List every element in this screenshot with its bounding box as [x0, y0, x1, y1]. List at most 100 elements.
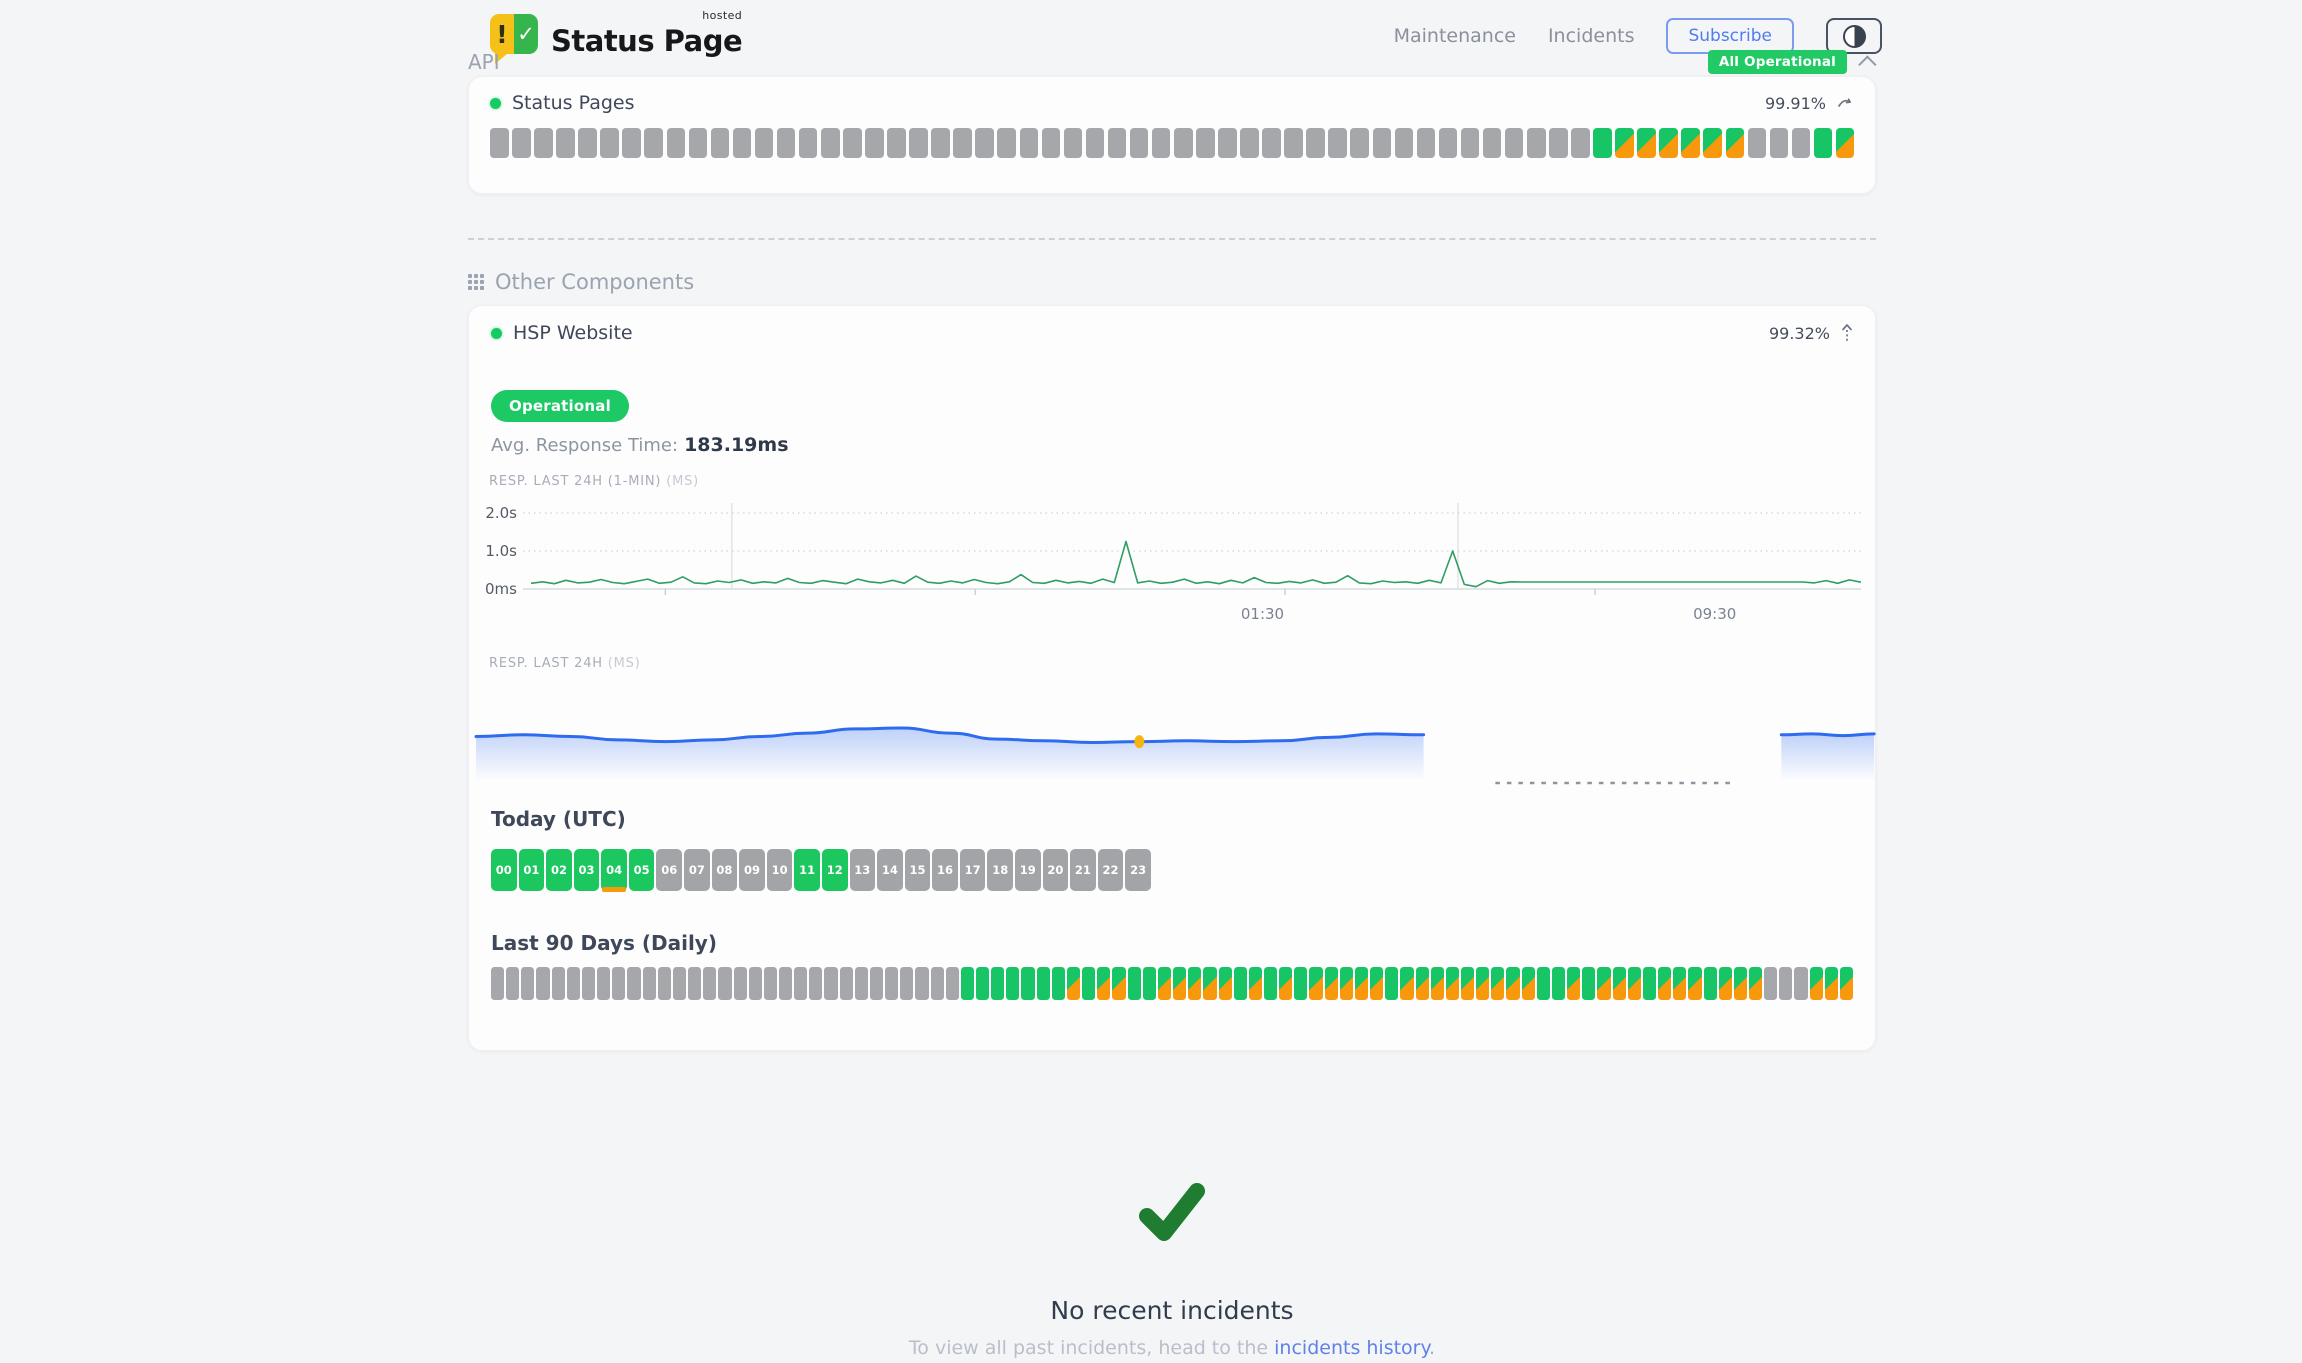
day-bar[interactable]	[1006, 967, 1020, 1000]
uptime-bar[interactable]	[1328, 128, 1347, 158]
theme-toggle-button[interactable]	[1826, 18, 1882, 54]
uptime-bar[interactable]	[1240, 128, 1259, 158]
day-bar[interactable]	[1339, 967, 1353, 1000]
day-bar[interactable]	[1567, 967, 1581, 1000]
day-bar[interactable]	[1779, 967, 1793, 1000]
hour-cell[interactable]: 21	[1070, 849, 1096, 891]
uptime-bar[interactable]	[887, 128, 906, 158]
day-bar[interactable]	[885, 967, 899, 1000]
day-bar[interactable]	[1142, 967, 1156, 1000]
day-bar[interactable]	[1263, 967, 1278, 1000]
uptime-bar[interactable]	[776, 128, 796, 158]
dashed-up-arrow-icon[interactable]	[1841, 324, 1853, 342]
day-bar[interactable]	[718, 967, 732, 1000]
hour-cell[interactable]: 00	[491, 849, 517, 891]
uptime-bar[interactable]	[1703, 128, 1722, 158]
day-bar[interactable]	[960, 967, 974, 1000]
day-bar[interactable]	[900, 967, 914, 1000]
uptime-bar[interactable]	[490, 128, 509, 158]
hour-cell[interactable]: 17	[959, 849, 986, 891]
hour-cell[interactable]: 01	[518, 849, 545, 891]
hour-cell[interactable]: 12	[821, 849, 848, 891]
day-bar[interactable]	[854, 967, 868, 1000]
uptime-bar[interactable]	[975, 128, 994, 158]
uptime-bar[interactable]	[1615, 128, 1634, 158]
day-bar[interactable]	[1839, 967, 1854, 1000]
uptime-bar[interactable]	[622, 128, 641, 158]
day-bar[interactable]	[1157, 967, 1172, 1000]
hour-cell[interactable]: 10	[766, 849, 793, 891]
day-bar[interactable]	[1703, 967, 1717, 1000]
uptime-bar[interactable]	[1571, 128, 1590, 158]
day-bar[interactable]	[703, 967, 717, 1000]
day-bar[interactable]	[1794, 967, 1808, 1000]
hour-cell[interactable]: 11	[794, 849, 820, 891]
uptime-bar[interactable]	[1769, 128, 1789, 158]
uptime-bar[interactable]	[578, 128, 597, 158]
day-bar[interactable]	[945, 967, 959, 1000]
day-bar[interactable]	[491, 967, 505, 1000]
uptime-bar[interactable]	[1791, 128, 1811, 158]
day-bar[interactable]	[1324, 967, 1338, 1000]
uptime-bar[interactable]	[798, 128, 818, 158]
hour-cell[interactable]: 18	[987, 849, 1013, 891]
uptime-bar[interactable]	[1107, 128, 1127, 158]
uptime-bar[interactable]	[1526, 128, 1546, 158]
day-bar[interactable]	[657, 967, 671, 1000]
uptime-bar[interactable]	[1593, 128, 1612, 158]
hour-cell[interactable]: 02	[546, 849, 572, 891]
uptime-bar[interactable]	[710, 128, 730, 158]
day-bar[interactable]	[1400, 967, 1414, 1000]
uptime-bar[interactable]	[843, 128, 862, 158]
day-bar[interactable]	[1233, 967, 1247, 1000]
day-bar[interactable]	[1248, 967, 1262, 1000]
day-bar[interactable]	[627, 967, 641, 1000]
day-bar[interactable]	[536, 967, 550, 1000]
day-bar[interactable]	[506, 967, 520, 1000]
day-bar[interactable]	[1612, 967, 1626, 1000]
day-bar[interactable]	[748, 967, 762, 1000]
uptime-bar[interactable]	[1438, 128, 1458, 158]
day-bar[interactable]	[1066, 967, 1081, 1000]
day-bar[interactable]	[809, 967, 823, 1000]
uptime-bar[interactable]	[1549, 128, 1568, 158]
uptime-bar[interactable]	[1350, 128, 1369, 158]
hour-cell[interactable]: 13	[849, 849, 876, 891]
day-bar[interactable]	[1036, 967, 1050, 1000]
day-bar[interactable]	[1188, 967, 1202, 1000]
day-bar[interactable]	[733, 967, 747, 1000]
uptime-bar[interactable]	[909, 128, 928, 158]
day-bar[interactable]	[1597, 967, 1611, 1000]
uptime-bar[interactable]	[1019, 128, 1039, 158]
day-bar[interactable]	[1309, 967, 1323, 1000]
day-bar[interactable]	[1718, 967, 1732, 1000]
subscribe-button[interactable]: Subscribe	[1666, 18, 1794, 54]
day-bar[interactable]	[915, 967, 929, 1000]
hour-cell[interactable]: 05	[628, 849, 655, 891]
uptime-bar[interactable]	[666, 128, 686, 158]
day-bar[interactable]	[1764, 967, 1778, 1000]
uptime-bar[interactable]	[600, 128, 619, 158]
day-bar[interactable]	[1430, 967, 1444, 1000]
day-bar[interactable]	[763, 967, 777, 1000]
uptime-bar[interactable]	[1129, 128, 1149, 158]
hour-cell[interactable]: 23	[1125, 849, 1151, 891]
uptime-bar[interactable]	[953, 128, 972, 158]
hour-cell[interactable]: 20	[1042, 849, 1069, 891]
day-bar[interactable]	[1370, 967, 1384, 1000]
day-bar[interactable]	[642, 967, 656, 1000]
day-bar[interactable]	[566, 967, 580, 1000]
day-bar[interactable]	[1279, 967, 1293, 1000]
day-bar[interactable]	[1097, 967, 1111, 1000]
curved-arrow-icon[interactable]	[1837, 96, 1854, 110]
uptime-bar[interactable]	[997, 128, 1016, 158]
day-bar[interactable]	[521, 967, 535, 1000]
day-bar[interactable]	[1491, 967, 1505, 1000]
day-bar[interactable]	[1294, 967, 1308, 1000]
hour-cell[interactable]: 22	[1097, 849, 1124, 891]
day-bar[interactable]	[1673, 967, 1687, 1000]
day-bar[interactable]	[1536, 967, 1550, 1000]
day-bar[interactable]	[1021, 967, 1035, 1000]
uptime-bar[interactable]	[1637, 128, 1656, 158]
incidents-history-link[interactable]: incidents history	[1274, 1337, 1430, 1359]
